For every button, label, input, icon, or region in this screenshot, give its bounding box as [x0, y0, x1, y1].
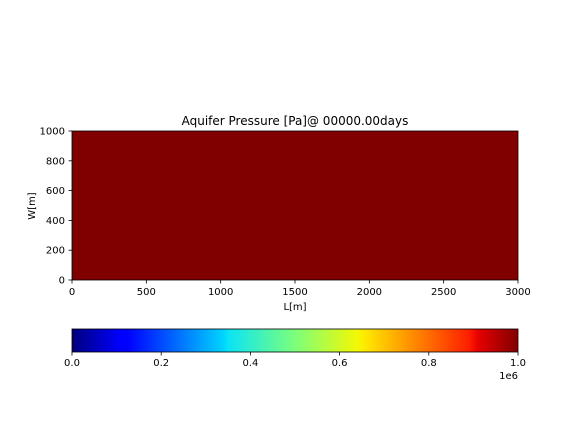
y-tick-label: 0	[59, 276, 65, 287]
x-tick-label: 500	[137, 287, 156, 298]
x-tick-label: 1000	[208, 287, 233, 298]
colorbar-tick-label: 0.8	[421, 358, 437, 369]
y-axis-label: W[m]	[27, 192, 38, 220]
colorbar-tick-label: 0.6	[332, 358, 348, 369]
colorbar-tick-label: 1.0	[510, 358, 526, 369]
chart-title: Aquifer Pressure [Pa]@ 00000.00days	[182, 114, 409, 128]
x-tick-label: 0	[69, 287, 75, 298]
x-tick-label: 2000	[357, 287, 382, 298]
y-tick-label: 600	[46, 186, 65, 197]
colorbar-tick-label: 0.4	[242, 358, 258, 369]
x-tick-label: 3000	[505, 287, 530, 298]
x-tick-label: 1500	[282, 287, 307, 298]
y-tick-label: 200	[46, 246, 65, 257]
x-axis-label: L[m]	[283, 302, 306, 313]
y-tick-label: 800	[46, 156, 65, 167]
colorbar-axis: 0.0 0.2 0.4 0.6 0.8 1.0	[64, 352, 526, 369]
y-tick-label: 400	[46, 216, 65, 227]
x-tick-label: 2500	[431, 287, 456, 298]
y-tick-label: 1000	[40, 127, 65, 138]
y-axis: 0 200 400 600 800 1000	[40, 127, 72, 287]
x-axis: 0 500 1000 1500 2000 2500 3000	[69, 280, 531, 298]
pressure-field	[72, 131, 518, 280]
colorbar	[72, 329, 518, 352]
colorbar-offset-text: 1e6	[499, 371, 518, 382]
colorbar-tick-label: 0.0	[64, 358, 80, 369]
colorbar-tick-label: 0.2	[153, 358, 169, 369]
